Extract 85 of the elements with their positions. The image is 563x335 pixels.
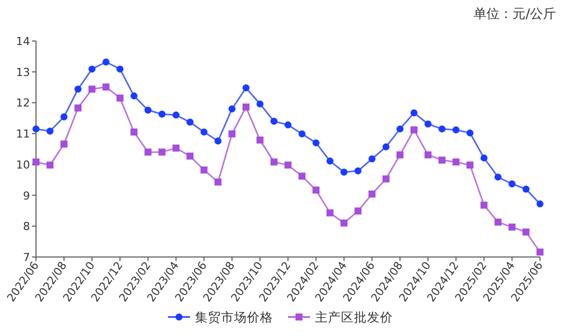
point (480, 154, 488, 162)
point (46, 128, 54, 135)
point (480, 202, 488, 209)
point (368, 155, 376, 162)
legend-label: 主产区批发价 (315, 310, 393, 324)
point (522, 228, 530, 236)
point (32, 125, 40, 132)
point (158, 148, 166, 156)
point (494, 174, 502, 181)
point (410, 126, 418, 134)
point (60, 140, 68, 148)
point (158, 110, 166, 118)
point (410, 109, 418, 116)
point (354, 208, 362, 215)
y-tick-label: 12 (16, 96, 30, 110)
point (340, 220, 348, 227)
point (228, 105, 236, 112)
point (284, 121, 292, 128)
point (326, 209, 334, 216)
point (242, 84, 250, 92)
point (508, 224, 516, 231)
point (116, 94, 124, 102)
point (522, 186, 530, 193)
point (326, 158, 334, 165)
y-tick-label: 9 (23, 189, 30, 202)
point (172, 144, 180, 152)
point (438, 125, 446, 132)
point (452, 126, 460, 134)
point (130, 92, 138, 100)
point (256, 136, 264, 144)
point (144, 106, 152, 114)
point (340, 168, 348, 176)
point (466, 162, 474, 169)
point (214, 178, 222, 186)
y-tick-label: 8 (23, 220, 30, 234)
point (382, 143, 390, 150)
point (186, 152, 194, 160)
point (172, 112, 180, 119)
point (88, 66, 96, 73)
point (32, 158, 40, 166)
point (494, 218, 502, 226)
point (228, 130, 236, 138)
point (270, 158, 278, 166)
point (396, 151, 404, 158)
y-tick-label: 11 (16, 128, 30, 141)
point (312, 139, 320, 146)
point (382, 175, 390, 182)
point (312, 186, 320, 194)
point (186, 118, 194, 126)
point (46, 162, 54, 169)
point (396, 125, 404, 132)
point (242, 104, 250, 111)
y-tick-label: 13 (16, 66, 30, 79)
y-tick-label: 10 (16, 158, 30, 172)
point (452, 158, 460, 166)
point (214, 137, 222, 144)
point (74, 86, 82, 93)
point (466, 129, 474, 136)
point (508, 180, 516, 188)
point (354, 167, 362, 174)
point (368, 190, 376, 198)
point (298, 172, 306, 180)
point (424, 151, 432, 158)
point (144, 148, 152, 156)
point (130, 128, 138, 136)
point (536, 200, 544, 208)
point (60, 113, 68, 120)
point (102, 58, 110, 66)
point (200, 128, 208, 136)
point (424, 120, 432, 128)
point (88, 86, 96, 93)
point (298, 130, 306, 138)
point (116, 66, 124, 73)
point (270, 118, 278, 125)
point (438, 156, 446, 164)
legend-label: 集贸市场价格 (195, 310, 273, 324)
point (74, 104, 82, 112)
point (200, 166, 208, 174)
point (102, 83, 110, 90)
y-tick-label: 7 (23, 251, 30, 264)
point (536, 248, 544, 256)
point (256, 100, 264, 108)
text: 单位：元/公斤 (474, 7, 556, 22)
y-tick-label: 14 (16, 35, 30, 48)
point (284, 162, 292, 169)
